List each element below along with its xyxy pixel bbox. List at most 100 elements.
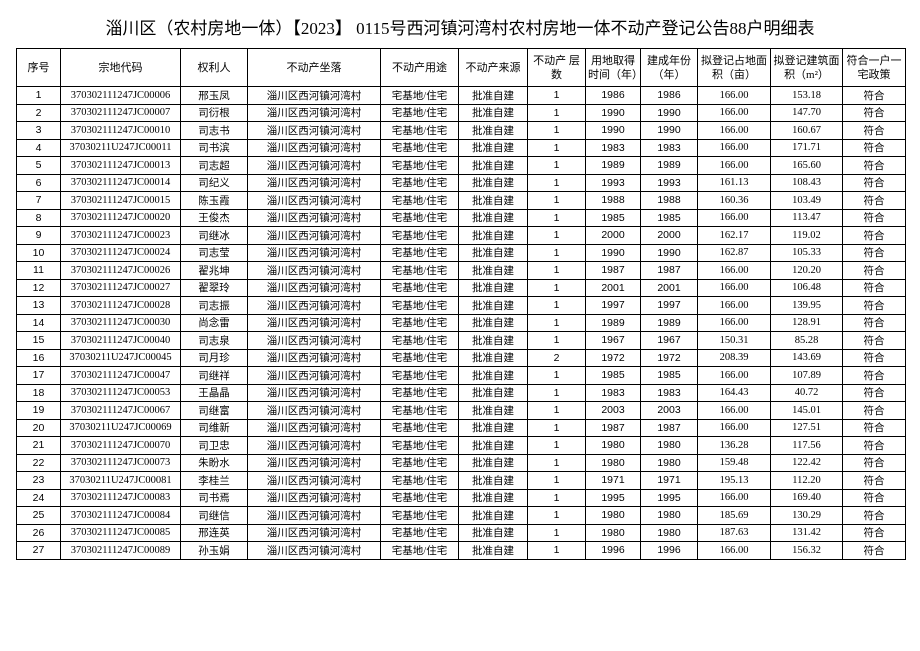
table-cell: 批准自建: [458, 208, 528, 227]
table-cell: 370302111247JC00053: [60, 383, 181, 402]
table-cell: 淄川区西河镇河湾村: [247, 523, 381, 542]
table-cell: 14: [16, 313, 61, 332]
table-cell: 2003: [585, 401, 641, 420]
table-cell: 批准自建: [458, 383, 528, 402]
table-cell: 370302111247JC00023: [60, 226, 181, 245]
table-cell: 21: [16, 436, 61, 455]
table-cell: 批准自建: [458, 103, 528, 122]
table-cell: 166.00: [697, 488, 771, 507]
table-cell: 宅基地/住宅: [380, 86, 459, 105]
table-cell: 1: [527, 418, 586, 437]
table-cell: 司志超: [180, 156, 248, 175]
table-cell: 166.00: [697, 261, 771, 280]
table-cell: 85.28: [770, 331, 843, 350]
table-cell: 166.00: [697, 418, 771, 437]
table-cell: 1: [527, 541, 586, 560]
table-cell: 165.60: [770, 156, 843, 175]
column-header: 用地取得时间（年）: [585, 48, 641, 87]
table-cell: 司纪义: [180, 173, 248, 192]
table-row: 16 37030211U247JC00045 司月珍 淄川区西河镇河湾村 宅基地/住宅批…: [16, 348, 906, 367]
table-cell: 淄川区西河镇河湾村: [247, 226, 381, 245]
table-cell: 16: [16, 348, 61, 367]
table-cell: 淄川区西河镇河湾村: [247, 348, 381, 367]
table-cell: 陈玉霞: [180, 191, 248, 210]
table-cell: 批准自建: [458, 348, 528, 367]
table-cell: 宅基地/住宅: [380, 453, 459, 472]
table-row: 17 370302111247JC00047 司继祥 淄川区西河镇河湾村 宅基地/住宅批…: [16, 366, 906, 385]
table-row: 8 370302111247JC00020 王俊杰 淄川区西河镇河湾村 宅基地/住宅 批准…: [16, 208, 906, 227]
table-cell: 2: [527, 348, 586, 367]
table-cell: 1: [527, 243, 586, 262]
table-cell: 淄川区西河镇河湾村: [247, 278, 381, 297]
column-header: 宗地代码: [60, 48, 181, 87]
table-cell: 107.89: [770, 366, 843, 385]
table-cell: 1967: [585, 331, 641, 350]
table-cell: 宅基地/住宅: [380, 541, 459, 560]
table-cell: 166.00: [697, 121, 771, 140]
table-cell: 淄川区西河镇河湾村: [247, 541, 381, 560]
table-cell: 1: [527, 296, 586, 315]
table-cell: 166.00: [697, 401, 771, 420]
table-cell: 187.63: [697, 523, 771, 542]
table-cell: 批准自建: [458, 243, 528, 262]
table-cell: 1993: [640, 173, 698, 192]
table-cell: 淄川区西河镇河湾村: [247, 208, 381, 227]
table-cell: 淄川区西河镇河湾村: [247, 471, 381, 490]
table-cell: 宅基地/住宅: [380, 173, 459, 192]
table-cell: 司继信: [180, 506, 248, 525]
table-cell: 司书焉: [180, 488, 248, 507]
table-cell: 尚念雷: [180, 313, 248, 332]
table-row: 15 370302111247JC00040 司志泉 淄川区西河镇河湾村 宅基地/住宅批…: [16, 331, 906, 350]
table-cell: 宅基地/住宅: [380, 156, 459, 175]
table-cell: 370302111247JC00014: [60, 173, 181, 192]
table-cell: 7: [16, 191, 61, 210]
table-cell: 批准自建: [458, 366, 528, 385]
table-cell: 370302111247JC00020: [60, 208, 181, 227]
table-cell: 128.91: [770, 313, 843, 332]
table-cell: 淄川区西河镇河湾村: [247, 366, 381, 385]
table-cell: 批准自建: [458, 418, 528, 437]
table-cell: 1: [527, 523, 586, 542]
table-cell: 40.72: [770, 383, 843, 402]
table-cell: 12: [16, 278, 61, 297]
table-cell: 宅基地/住宅: [380, 138, 459, 157]
table-cell: 符合: [842, 296, 906, 315]
table-cell: 符合: [842, 138, 906, 157]
table-cell: 批准自建: [458, 261, 528, 280]
table-cell: 2000: [640, 226, 698, 245]
table-cell: 淄川区西河镇河湾村: [247, 383, 381, 402]
table-cell: 24: [16, 488, 61, 507]
table-cell: 1: [527, 488, 586, 507]
table-cell: 邢玉凤: [180, 86, 248, 105]
table-cell: 113.47: [770, 208, 843, 227]
table-cell: 166.00: [697, 296, 771, 315]
table-cell: 1996: [585, 541, 641, 560]
table-cell: 171.71: [770, 138, 843, 157]
table-cell: 朱盼水: [180, 453, 248, 472]
column-header: 不动产坐落: [247, 48, 381, 87]
table-cell: 1972: [585, 348, 641, 367]
table-cell: 370302111247JC00015: [60, 191, 181, 210]
table-cell: 143.69: [770, 348, 843, 367]
register-table: 序号 宗地代码 权利人 不动产坐落 不动产用途 不动产来源 不动产 层数 用地取得时间（年）建…: [16, 48, 906, 560]
table-cell: 1990: [585, 243, 641, 262]
table-row: 25 370302111247JC00084 司继信 淄川区西河镇河湾村 宅基地/住宅批…: [16, 506, 906, 525]
table-cell: 淄川区西河镇河湾村: [247, 156, 381, 175]
table-row: 22 370302111247JC00073 朱盼水 淄川区西河镇河湾村 宅基地/住宅批…: [16, 453, 906, 472]
table-cell: 符合: [842, 488, 906, 507]
table-cell: 1987: [640, 418, 698, 437]
table-cell: 370302111247JC00024: [60, 243, 181, 262]
table-cell: 119.02: [770, 226, 843, 245]
table-row: 26 370302111247JC00085 邢连英 淄川区西河镇河湾村 宅基地/住宅批…: [16, 523, 906, 542]
table-cell: 166.00: [697, 156, 771, 175]
table-cell: 司月珍: [180, 348, 248, 367]
table-cell: 150.31: [697, 331, 771, 350]
table-cell: 9: [16, 226, 61, 245]
table-cell: 166.00: [697, 313, 771, 332]
column-header: 拟登记占地面积（亩）: [697, 48, 771, 87]
table-cell: 淄川区西河镇河湾村: [247, 453, 381, 472]
table-cell: 批准自建: [458, 471, 528, 490]
table-cell: 145.01: [770, 401, 843, 420]
table-body: 1 370302111247JC00006 邢玉凤 淄川区西河镇河湾村 宅基地/住宅 批准…: [16, 86, 906, 560]
column-header: 序号: [16, 48, 61, 87]
